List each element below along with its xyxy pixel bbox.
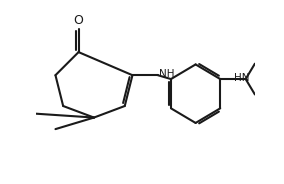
Text: O: O: [74, 15, 83, 27]
Text: HN: HN: [234, 73, 250, 83]
Text: NH: NH: [159, 69, 175, 79]
